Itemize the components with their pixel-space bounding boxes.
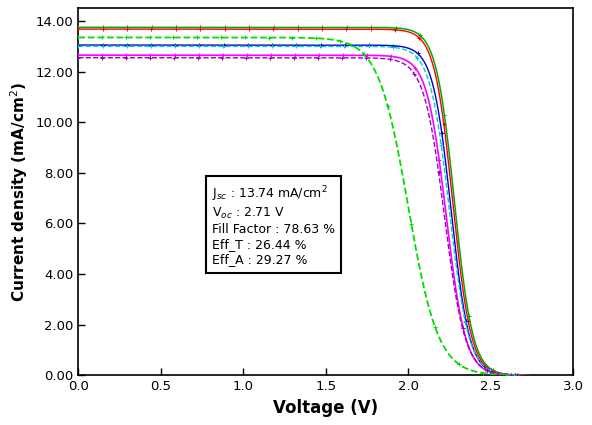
Y-axis label: Current density (mA/cm$^2$): Current density (mA/cm$^2$) [8,82,30,302]
Text: J$_{sc}$ : 13.74 mA/cm$^2$
V$_{oc}$ : 2.71 V
Fill Factor : 78.63 %
Eff_T : 26.44: J$_{sc}$ : 13.74 mA/cm$^2$ V$_{oc}$ : 2.… [212,184,335,266]
X-axis label: Voltage (V): Voltage (V) [273,399,378,416]
